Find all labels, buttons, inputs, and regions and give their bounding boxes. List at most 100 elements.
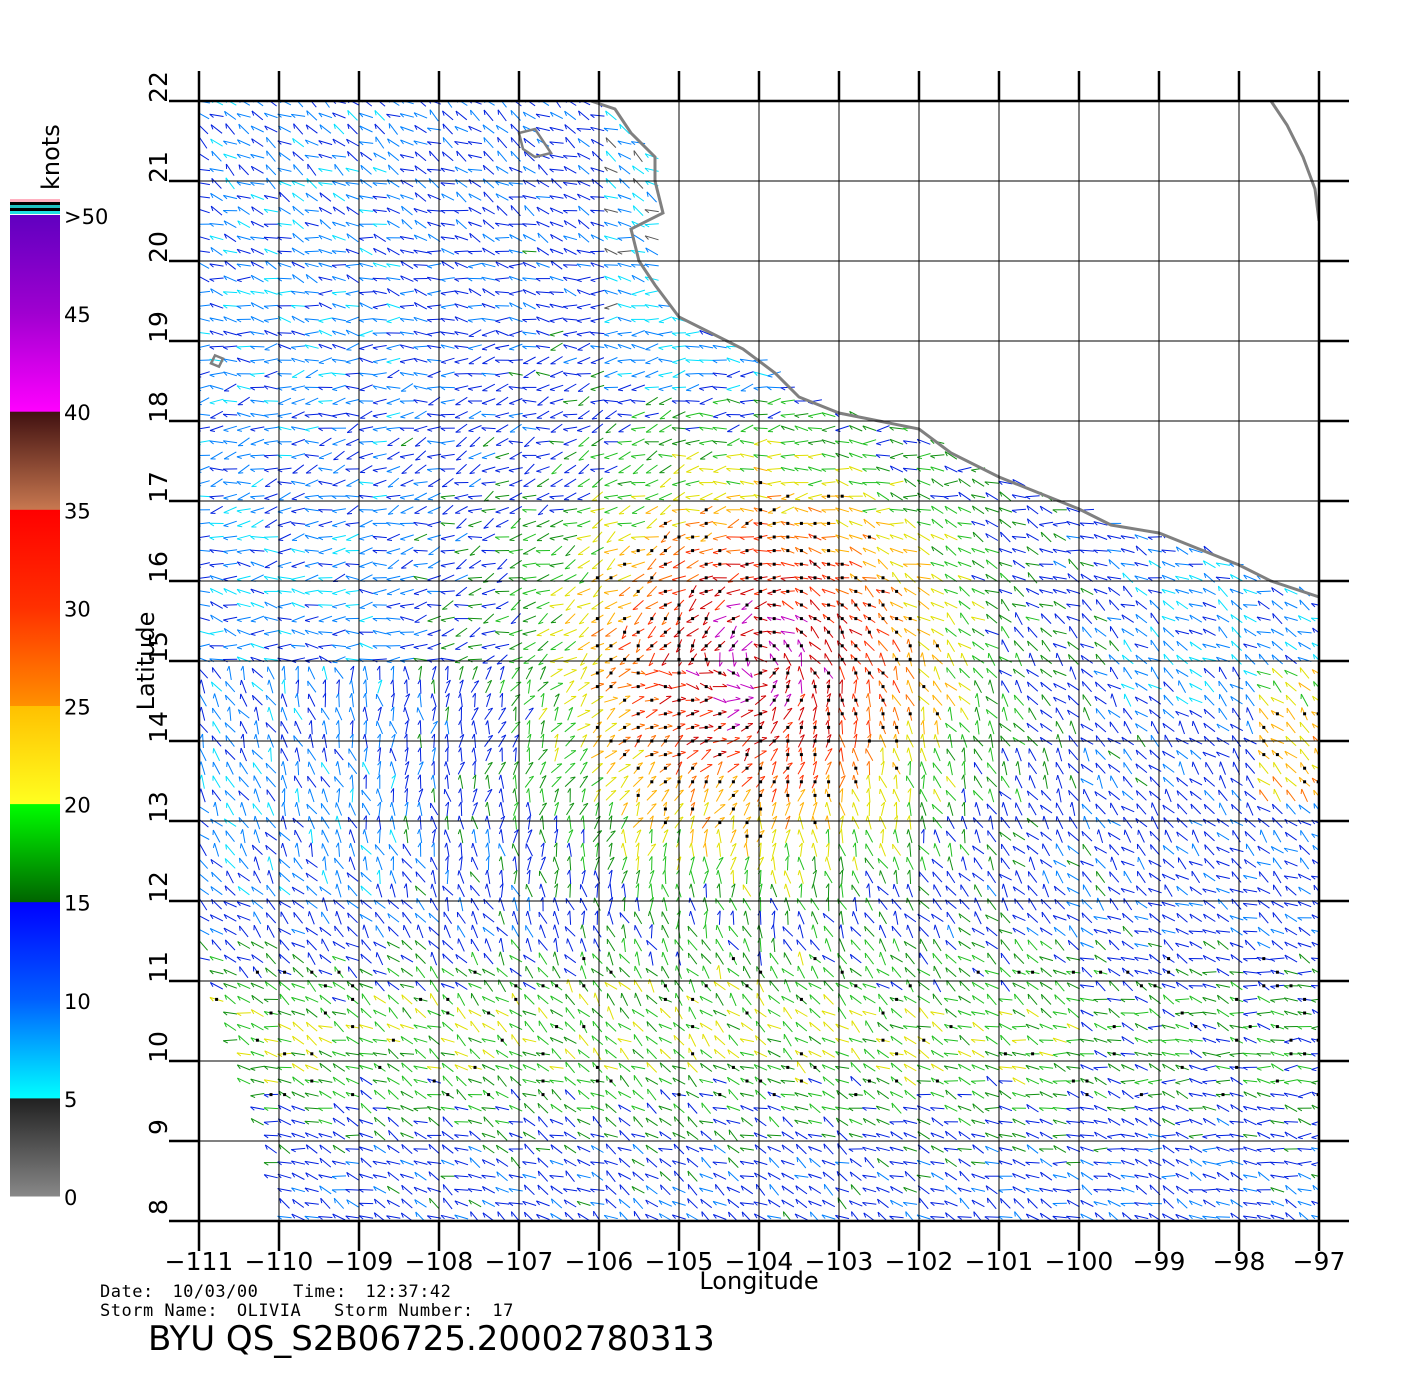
wind-vector — [266, 952, 276, 965]
wind-vector — [646, 1021, 657, 1033]
wind-barb — [386, 1038, 391, 1043]
wind-vector — [1026, 1213, 1040, 1221]
wind-vector — [470, 938, 480, 952]
wind-barb — [1230, 1212, 1234, 1218]
wind-vector — [1052, 1107, 1067, 1110]
wind-vector — [266, 898, 276, 911]
wind-barb — [930, 1050, 935, 1055]
wind-barb — [1298, 1212, 1302, 1218]
wind-barb — [835, 1215, 840, 1220]
wind-vector — [1298, 1118, 1312, 1126]
wind-barb — [781, 1199, 785, 1205]
wind-vector — [441, 1144, 454, 1154]
wind-vector — [1012, 1077, 1026, 1085]
wind-barb — [485, 869, 488, 875]
wind-barb — [712, 1107, 718, 1111]
wind-vector — [620, 1075, 630, 1087]
wind-barb — [1313, 884, 1315, 891]
wind-barb — [699, 1078, 704, 1084]
wind-vector — [659, 1062, 671, 1073]
wind-vector — [690, 910, 696, 925]
wind-vector — [826, 815, 831, 830]
wind-vector — [985, 1145, 999, 1153]
wind-vector — [903, 1146, 918, 1152]
wind-vector — [593, 925, 602, 938]
wind-vector — [1040, 1212, 1053, 1221]
wind-vector — [319, 1144, 332, 1154]
wind-barb — [549, 1066, 554, 1070]
wind-vector — [1109, 898, 1119, 911]
wind-barb — [795, 1185, 799, 1191]
wind-vector — [918, 925, 929, 937]
wind-vector — [1272, 857, 1282, 870]
wind-vector — [906, 897, 914, 911]
wind-barb — [522, 1131, 527, 1137]
wind-vector — [631, 1065, 646, 1070]
wind-barb — [304, 1120, 310, 1125]
wind-vector — [1151, 816, 1159, 830]
wind-vector — [238, 1035, 250, 1046]
wind-barb — [481, 1159, 486, 1165]
wind-barb — [443, 924, 446, 930]
wind-vector — [1177, 857, 1187, 870]
wind-barb — [471, 857, 473, 863]
wind-barb — [1134, 1148, 1139, 1152]
wind-vector — [823, 994, 834, 1005]
wind-barb — [687, 952, 690, 959]
wind-barb — [318, 1133, 323, 1138]
wind-vector — [486, 870, 491, 884]
wind-vector — [254, 815, 261, 830]
wind-barb — [1053, 1145, 1057, 1151]
wind-vector — [1120, 1079, 1135, 1083]
wind-vector — [345, 1106, 360, 1110]
wind-vector — [454, 1064, 469, 1071]
wind-barb — [292, 1199, 295, 1205]
wind-barb — [837, 1143, 839, 1149]
wind-vector — [700, 953, 712, 964]
wind-vector — [214, 842, 220, 857]
wind-vector — [1107, 1188, 1122, 1192]
wind-barb — [304, 1132, 309, 1137]
wind-vector — [282, 815, 287, 830]
wind-vector — [659, 1117, 672, 1127]
wind-barb — [727, 1198, 731, 1204]
wind-barb — [577, 1049, 581, 1055]
wind-vector — [718, 965, 722, 980]
wind-barb — [848, 1093, 854, 1098]
wind-vector — [740, 1147, 754, 1151]
wind-vector — [796, 1143, 807, 1155]
wind-barb — [808, 1078, 812, 1083]
wind-barb — [372, 1174, 377, 1179]
wind-barb — [646, 1062, 649, 1068]
wind-vector — [536, 1063, 550, 1072]
wind-vector — [623, 883, 626, 898]
wind-barb — [728, 1034, 731, 1040]
wind-vector — [634, 965, 642, 979]
wind-barb — [1147, 1202, 1153, 1207]
rain-flag — [1126, 970, 1130, 974]
wind-vector — [446, 815, 449, 830]
wind-barb — [658, 1200, 663, 1205]
wind-barb — [386, 1185, 391, 1191]
wind-barb — [238, 857, 241, 863]
wind-barb — [1025, 1187, 1030, 1193]
rain-flag — [731, 957, 735, 961]
wind-vector — [537, 1170, 549, 1182]
wind-barb — [906, 924, 909, 930]
wind-vector — [267, 924, 275, 938]
wind-barb — [566, 938, 568, 944]
wind-vector — [442, 1075, 453, 1087]
wind-vector — [998, 1216, 1013, 1218]
wind-barb — [689, 883, 692, 889]
wind-barb — [454, 1106, 459, 1111]
wind-barb — [944, 1131, 948, 1137]
wind-barb — [971, 1133, 976, 1138]
wind-vector — [1175, 1172, 1189, 1180]
wind-barb — [903, 1132, 908, 1137]
wind-vector — [264, 1065, 278, 1069]
wind-barb — [362, 924, 365, 930]
wind-barb — [566, 842, 570, 848]
wind-vector — [372, 1079, 387, 1083]
wind-barb — [362, 829, 365, 835]
wind-vector — [606, 925, 616, 938]
